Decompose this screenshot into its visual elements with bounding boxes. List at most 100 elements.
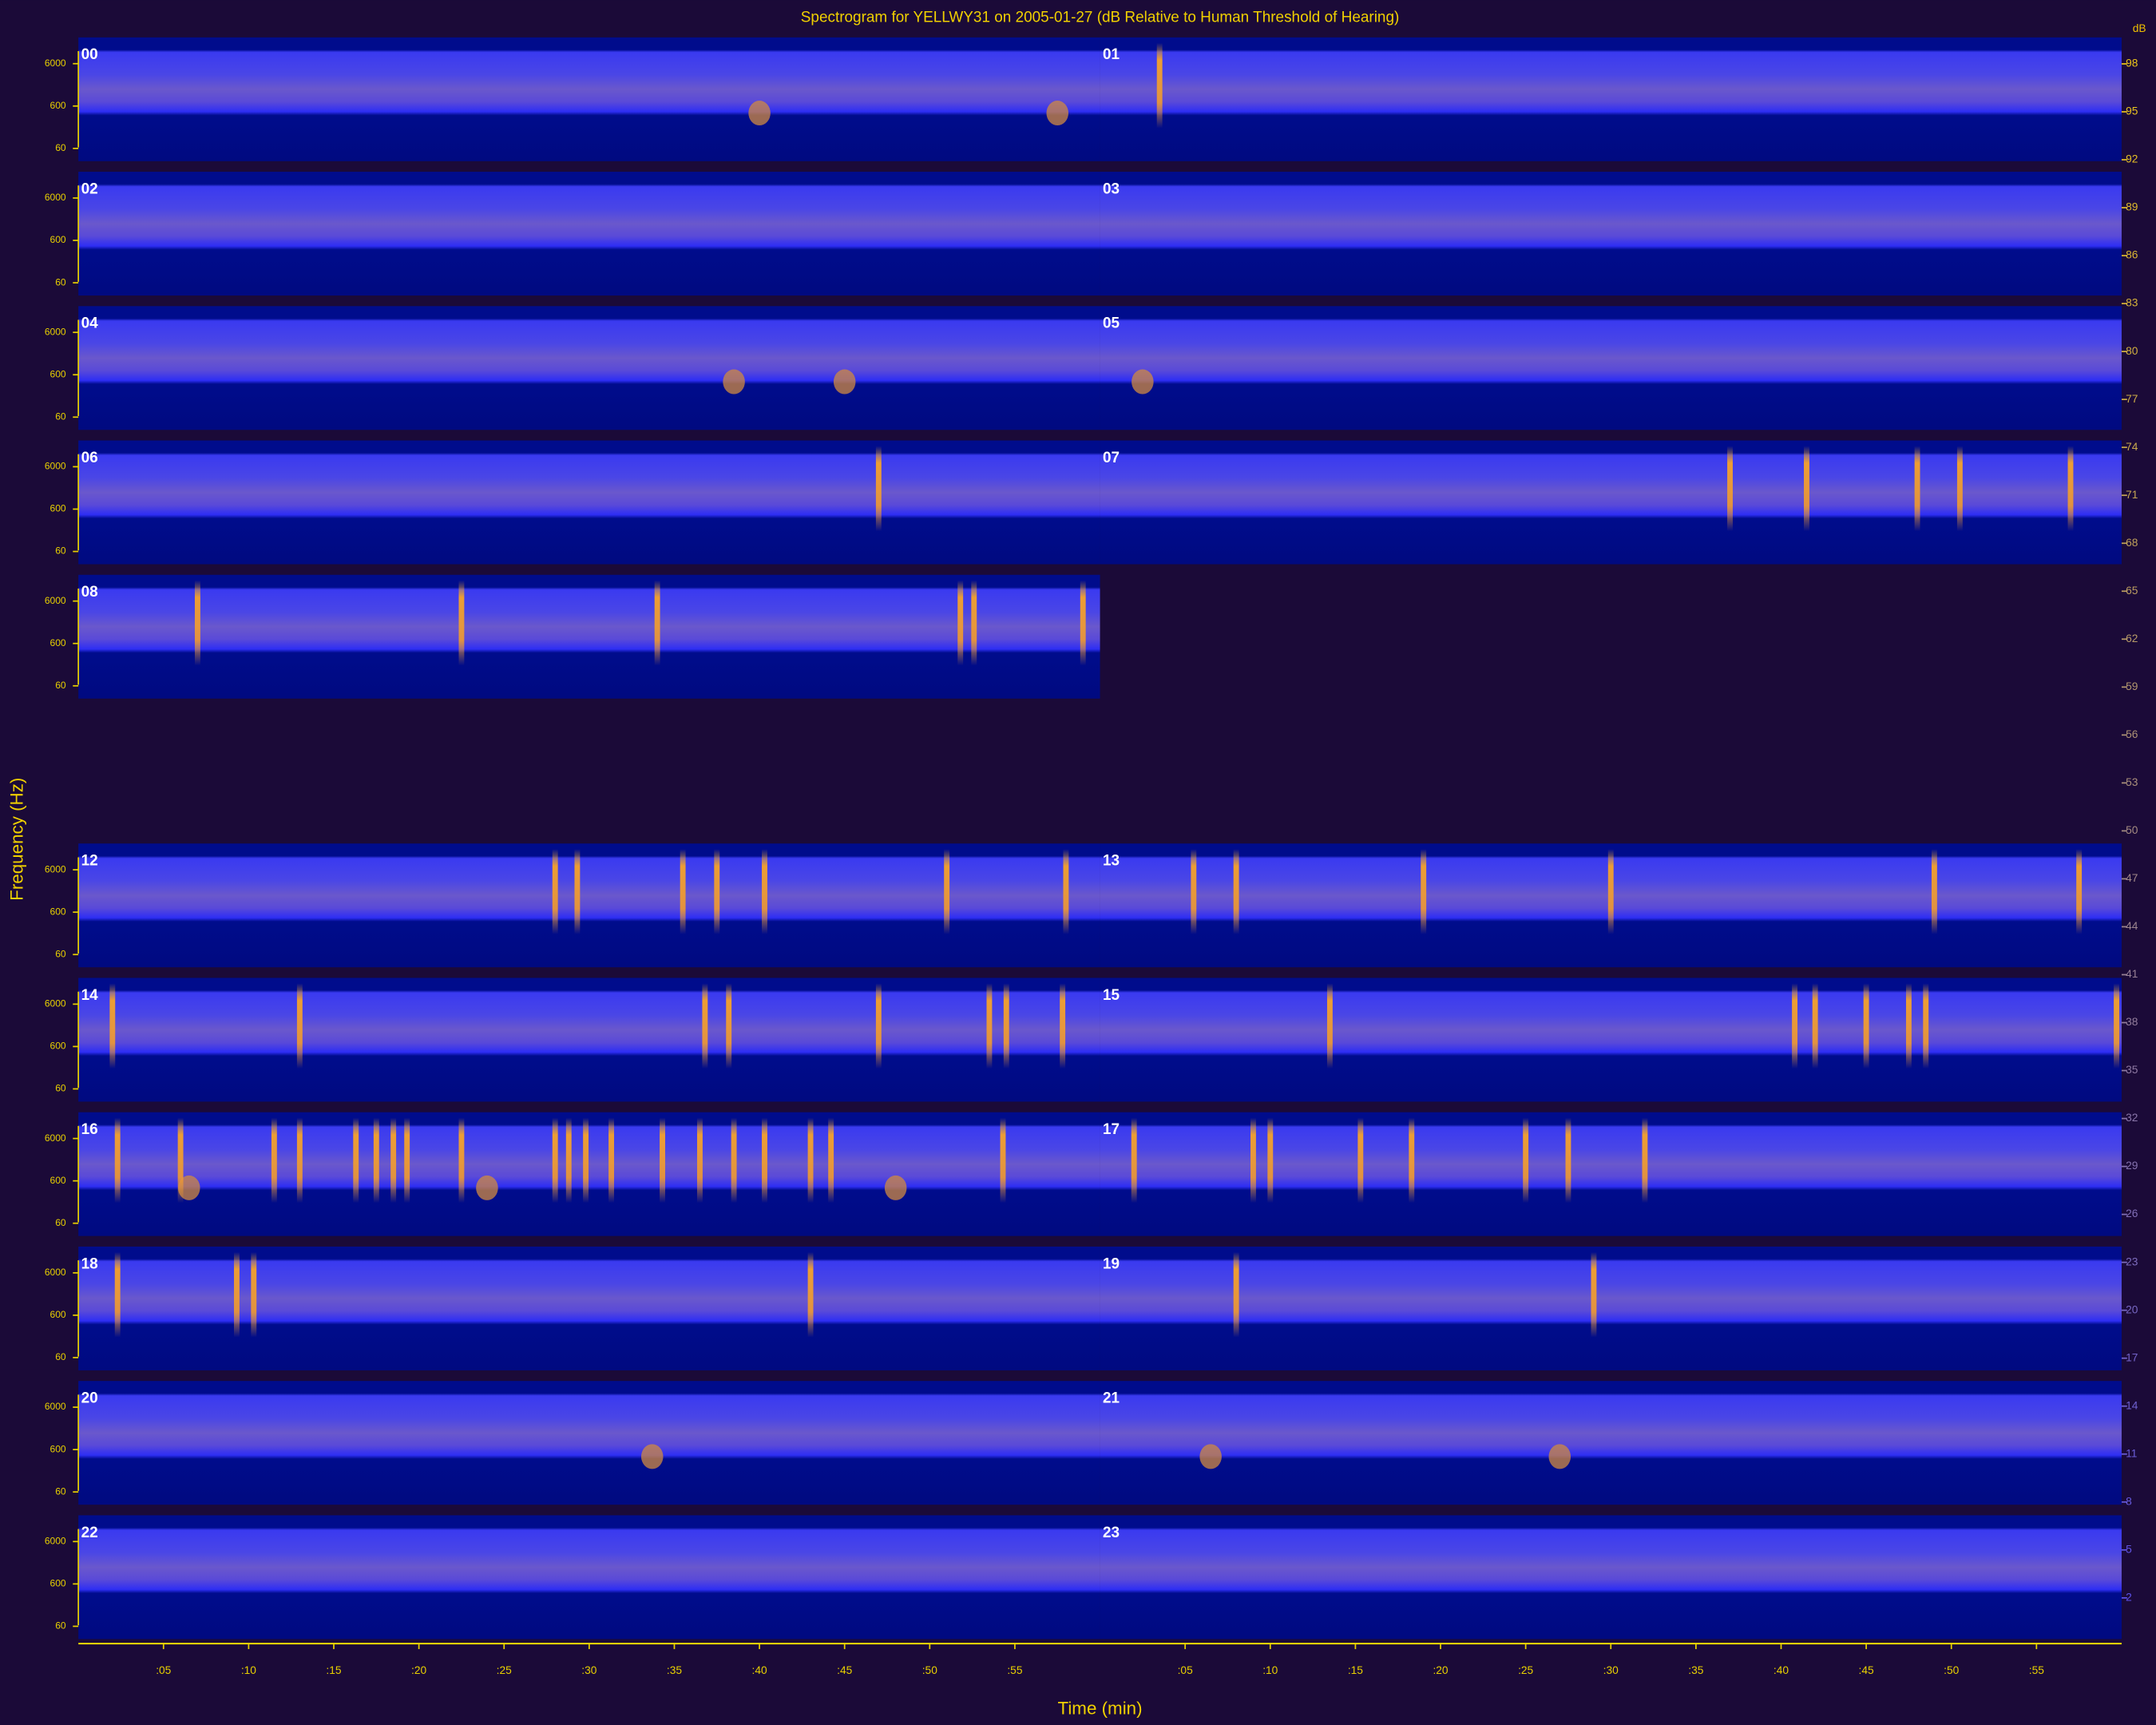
y-tick-label: 600 xyxy=(50,637,66,648)
sound-streak xyxy=(1233,1251,1239,1338)
colorbar-tick-label: 98 xyxy=(2126,58,2138,69)
colorbar-tick-label: 8 xyxy=(2126,1495,2132,1507)
sound-streak xyxy=(807,1117,814,1204)
sound-streak xyxy=(1565,1117,1571,1204)
colorbar-tick-label: 29 xyxy=(2126,1160,2138,1172)
y-tick-label: 600 xyxy=(50,234,66,245)
sound-streak xyxy=(574,849,581,934)
sound-streak xyxy=(2076,849,2083,934)
y-tick-label: 6000 xyxy=(45,461,66,472)
hour-label: 20 xyxy=(81,1390,98,1407)
sound-streak xyxy=(697,1117,703,1204)
chart-title: Spectrogram for YELLWY31 on 2005-01-27 (… xyxy=(801,10,1399,26)
colorbar-tick-label: 62 xyxy=(2126,632,2138,644)
sound-streak xyxy=(251,1251,257,1338)
sound-streak xyxy=(654,580,660,666)
colorbar-tick-label: 47 xyxy=(2126,872,2138,884)
colorbar-tick-label: 50 xyxy=(2126,824,2138,836)
y-tick-label: 600 xyxy=(50,1309,66,1320)
sound-streak xyxy=(1792,983,1797,1069)
sound-streak xyxy=(1591,1251,1597,1338)
sound-streak xyxy=(680,849,686,934)
y-tick-label: 60 xyxy=(55,142,66,153)
sound-streak xyxy=(726,983,732,1069)
sound-streak xyxy=(1080,580,1086,666)
panel: 20 60 600 6000 xyxy=(45,1381,1100,1505)
colorbar-label: dB xyxy=(2133,22,2146,34)
sound-blob xyxy=(748,101,771,126)
sound-streak xyxy=(875,983,882,1069)
y-tick-label: 60 xyxy=(55,948,66,959)
sound-streak xyxy=(1409,1117,1415,1204)
colorbar-tick-label: 20 xyxy=(2126,1303,2138,1315)
y-tick-label: 6000 xyxy=(45,1267,66,1278)
x-tick-label: :25 xyxy=(497,1664,512,1676)
sound-streak xyxy=(552,1117,558,1204)
x-tick-label: :20 xyxy=(1433,1664,1448,1676)
sound-streak xyxy=(2114,983,2119,1069)
sound-streak xyxy=(762,1117,767,1204)
spectrogram-band xyxy=(78,1246,1100,1370)
spectrogram-band xyxy=(78,1381,1100,1505)
panel: 06 60 600 6000 xyxy=(45,440,1100,565)
sound-streak xyxy=(1250,1117,1256,1204)
spectrogram-band xyxy=(1100,978,2122,1102)
x-tick-label: :45 xyxy=(837,1664,852,1676)
panel: 00 60 600 6000 xyxy=(45,37,1100,161)
panel: 14 60 600 6000 xyxy=(45,978,1100,1102)
hour-label: 12 xyxy=(81,853,98,870)
sound-streak xyxy=(109,983,116,1069)
y-tick-label: 60 xyxy=(55,680,66,691)
sound-streak xyxy=(1804,446,1809,532)
y-tick-label: 600 xyxy=(50,503,66,514)
sound-streak xyxy=(762,849,767,934)
x-tick-label: :35 xyxy=(667,1664,682,1676)
spectrogram-band xyxy=(1100,306,2122,430)
sound-streak xyxy=(986,983,993,1069)
sound-streak xyxy=(1914,446,1920,532)
sound-streak xyxy=(1000,1117,1006,1204)
panel: 03 xyxy=(1100,172,2122,296)
y-tick-label: 600 xyxy=(50,100,66,111)
colorbar-tick-label: 59 xyxy=(2126,680,2138,692)
spectrogram-band xyxy=(78,306,1100,430)
y-tick-label: 600 xyxy=(50,906,66,917)
panel: 19 xyxy=(1100,1246,2122,1370)
colorbar-tick-label: 41 xyxy=(2126,968,2138,980)
sound-streak xyxy=(1357,1117,1364,1204)
sound-streak xyxy=(1063,849,1069,934)
spectrogram-band xyxy=(1100,1515,2122,1640)
spectrogram-band xyxy=(1100,1246,2122,1370)
spectrogram-band xyxy=(78,978,1100,1102)
hour-label: 23 xyxy=(1103,1525,1120,1541)
hour-label: 18 xyxy=(81,1255,98,1272)
sound-streak xyxy=(1642,1117,1648,1204)
panel: 16 60 600 6000 xyxy=(45,1112,1100,1236)
sound-streak xyxy=(807,1251,814,1338)
hour-label: 01 xyxy=(1103,46,1120,63)
colorbar-tick-label: 53 xyxy=(2126,776,2138,788)
sound-streak xyxy=(875,446,882,532)
sound-streak xyxy=(583,1117,589,1204)
colorbar-tick-label: 44 xyxy=(2126,920,2138,932)
sound-blob xyxy=(1199,1444,1222,1469)
hour-label: 07 xyxy=(1103,450,1120,466)
sound-streak xyxy=(731,1117,737,1204)
colorbar-tick-label: 2 xyxy=(2126,1591,2132,1603)
hour-label: 06 xyxy=(81,450,98,466)
x-tick-label: :15 xyxy=(1348,1664,1363,1676)
x-tick-label: :55 xyxy=(1007,1664,1022,1676)
sound-streak xyxy=(1156,42,1163,129)
panel: 01 xyxy=(1100,37,2122,161)
sound-streak xyxy=(1191,849,1197,934)
x-tick-label: :15 xyxy=(326,1664,341,1676)
y-axis-label: Frequency (Hz) xyxy=(6,778,26,901)
sound-streak xyxy=(971,580,977,666)
sound-streak xyxy=(1812,983,1818,1069)
hour-label: 15 xyxy=(1103,987,1120,1004)
sound-streak xyxy=(1233,849,1239,934)
sound-blob xyxy=(1046,101,1069,126)
sound-streak xyxy=(1267,1117,1274,1204)
